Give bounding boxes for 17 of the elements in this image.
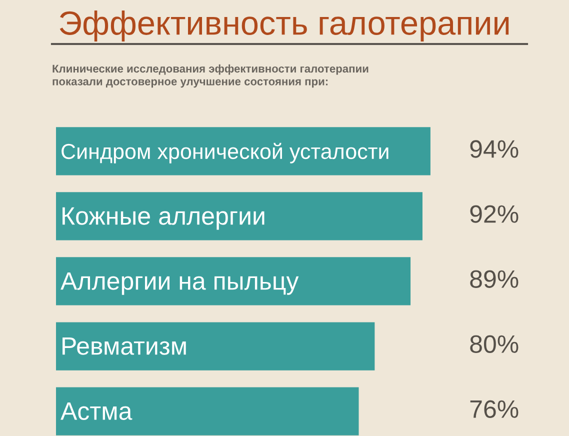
y-tick-label: Аллергии на пыльцу [60,272,299,295]
data-label: 92% [470,205,518,223]
bar [56,387,359,436]
y-tick-label: Синдром хронической усталости [62,142,388,164]
chart-title: Эффективность галотерапии [60,10,509,42]
y-tick-label: Кожные аллергии [62,207,264,230]
bar [56,192,422,240]
bar [56,322,375,370]
data-label: 80% [470,335,518,353]
data-label: 94% [470,140,518,158]
data-label: 89% [470,270,518,288]
y-tick-label: Астма [60,402,132,420]
data-label: 76% [470,400,518,418]
bar [56,127,430,176]
chart-subtitle: Клинические исследования эффективности галотерапии показали достоверное улучшение состояния при: [52,64,368,88]
bar [56,257,411,306]
y-tick-label: Ревматизм [62,337,186,355]
